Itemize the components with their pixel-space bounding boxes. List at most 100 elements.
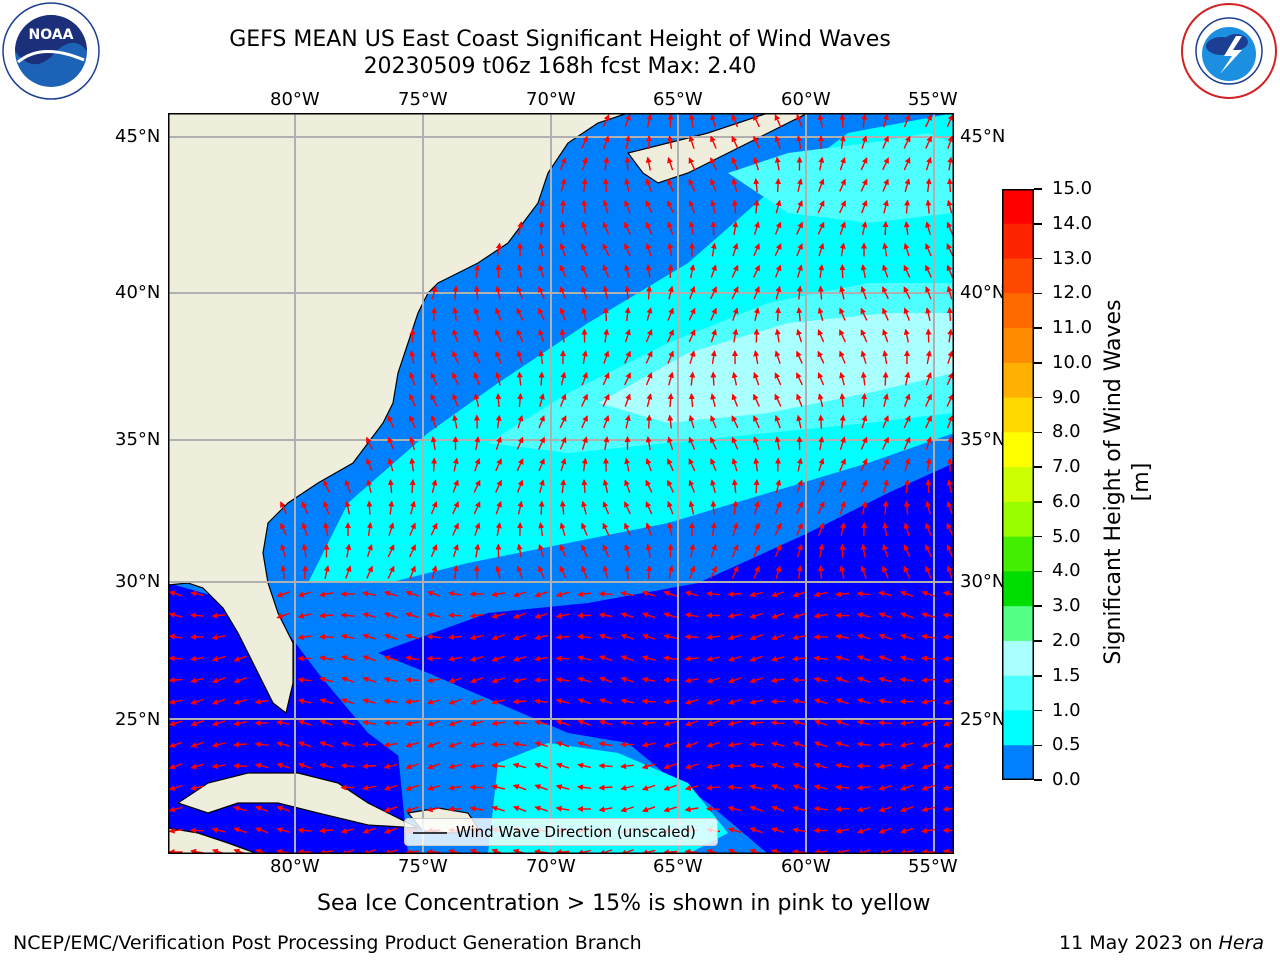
- wave-direction-arrow: [190, 827, 205, 834]
- wave-direction-arrow: [641, 698, 656, 705]
- wave-direction-arrow: [624, 221, 631, 235]
- wave-direction-arrow: [211, 612, 226, 619]
- wave-direction-arrow: [559, 307, 566, 321]
- wave-direction-arrow: [774, 414, 781, 429]
- wave-direction-arrow: [345, 543, 352, 558]
- wave-direction-arrow: [667, 436, 674, 450]
- wave-direction-arrow: [598, 590, 613, 597]
- wave-direction-arrow: [426, 633, 441, 640]
- wave-direction-arrow: [577, 784, 592, 791]
- wave-direction-arrow: [577, 741, 591, 748]
- colorbar-tick-label: 13.0: [1052, 247, 1093, 269]
- wave-direction-arrow: [749, 762, 764, 769]
- wave-direction-arrow: [362, 763, 377, 770]
- wave-direction-arrow: [903, 114, 911, 128]
- wave-direction-arrow: [856, 719, 871, 726]
- colorbar-tick-mark: [1034, 535, 1042, 538]
- wave-direction-arrow: [749, 805, 763, 812]
- colorbar-tick-label: 0.0: [1052, 769, 1081, 790]
- wave-direction-arrow: [452, 522, 459, 536]
- wave-direction-arrow: [663, 633, 677, 640]
- wave-direction-arrow: [469, 741, 484, 748]
- wave-direction-arrow: [581, 199, 588, 214]
- wave-direction-arrow: [233, 677, 247, 684]
- wave-direction-arrow: [731, 393, 739, 407]
- wave-direction-arrow: [473, 329, 481, 343]
- wave-direction-arrow: [925, 544, 932, 558]
- wave-direction-arrow: [817, 113, 824, 128]
- wave-direction-arrow: [344, 479, 352, 493]
- wave-direction-arrow: [684, 633, 699, 640]
- wave-direction-arrow: [753, 479, 760, 494]
- wave-direction-arrow: [190, 720, 204, 727]
- wave-direction-arrow: [624, 501, 631, 515]
- wave-direction-arrow: [796, 178, 803, 192]
- wave-direction-arrow: [663, 655, 678, 662]
- wave-direction-arrow: [667, 500, 674, 515]
- wave-direction-arrow: [383, 741, 398, 748]
- wave-direction-arrow: [581, 307, 588, 321]
- wave-direction-arrow: [770, 719, 785, 726]
- wave-direction-arrow: [946, 372, 954, 386]
- wave-direction-arrow: [903, 415, 911, 429]
- wave-direction-arrow: [731, 479, 738, 494]
- wave-direction-arrow: [602, 307, 609, 322]
- wave-direction-arrow: [753, 264, 760, 278]
- wave-direction-arrow: [925, 371, 932, 386]
- wave-direction-arrow: [947, 436, 954, 451]
- wave-direction-arrow: [731, 436, 739, 450]
- wave-direction-arrow: [731, 286, 739, 300]
- wave-direction-arrow: [516, 264, 523, 279]
- wave-direction-arrow: [641, 633, 656, 640]
- wave-direction-arrow: [495, 371, 501, 386]
- wave-direction-arrow: [280, 501, 287, 515]
- colorbar-tick-label: 11.0: [1052, 317, 1093, 339]
- colorbar-tick-mark: [1034, 501, 1042, 503]
- wave-direction-arrow: [452, 393, 459, 407]
- wave-direction-arrow: [577, 676, 591, 683]
- wave-direction-arrow: [710, 135, 717, 149]
- wind-wave-direction-arrows: [168, 113, 954, 854]
- wave-direction-arrow: [426, 698, 441, 705]
- wave-direction-arrow: [839, 135, 846, 150]
- wave-direction-arrow: [362, 827, 376, 834]
- wave-direction-arrow: [749, 784, 763, 791]
- wave-direction-arrow: [624, 393, 631, 407]
- wave-direction-arrow: [817, 221, 825, 235]
- wave-direction-arrow: [925, 199, 932, 214]
- wave-direction-arrow: [861, 500, 868, 515]
- wave-direction-arrow: [362, 590, 377, 597]
- wave-direction-arrow: [491, 655, 505, 662]
- wave-direction-arrow: [710, 543, 717, 558]
- wave-direction-arrow: [856, 827, 871, 834]
- wave-direction-arrow: [323, 479, 330, 493]
- wave-direction-arrow: [190, 612, 205, 619]
- wave-direction-arrow: [517, 500, 524, 515]
- wave-direction-arrow: [430, 414, 437, 429]
- wave-direction-arrow: [431, 285, 438, 300]
- wave-direction-arrow: [882, 242, 889, 257]
- wave-direction-arrow: [645, 543, 652, 558]
- wave-direction-arrow: [491, 805, 505, 812]
- lon-label-top-80w: 80°W: [270, 89, 320, 110]
- wave-direction-arrow: [727, 655, 742, 662]
- colorbar-frame: [1002, 189, 1034, 780]
- wave-direction-arrow: [452, 372, 459, 386]
- wave-direction-arrow: [297, 827, 312, 834]
- wave-direction-arrow: [602, 522, 610, 536]
- wave-direction-arrow: [839, 221, 846, 235]
- wave-direction-arrow: [878, 806, 892, 813]
- wave-direction-arrow: [753, 243, 760, 257]
- wave-direction-arrow: [452, 285, 459, 300]
- colorbar-band: [1002, 397, 1034, 433]
- wave-direction-arrow: [512, 719, 527, 726]
- wave-direction-arrow: [624, 479, 631, 493]
- colorbar-tick-mark: [1034, 188, 1042, 190]
- colorbar-tick-mark: [1034, 640, 1042, 642]
- colorbar-tick-label: 2.0: [1052, 629, 1081, 651]
- wave-direction-arrow: [753, 522, 760, 536]
- colorbar-band: [1002, 328, 1034, 364]
- colorbar-band: [1002, 501, 1034, 538]
- wave-direction-arrow: [770, 805, 785, 812]
- colorbar-tick-label: 5.0: [1052, 525, 1081, 547]
